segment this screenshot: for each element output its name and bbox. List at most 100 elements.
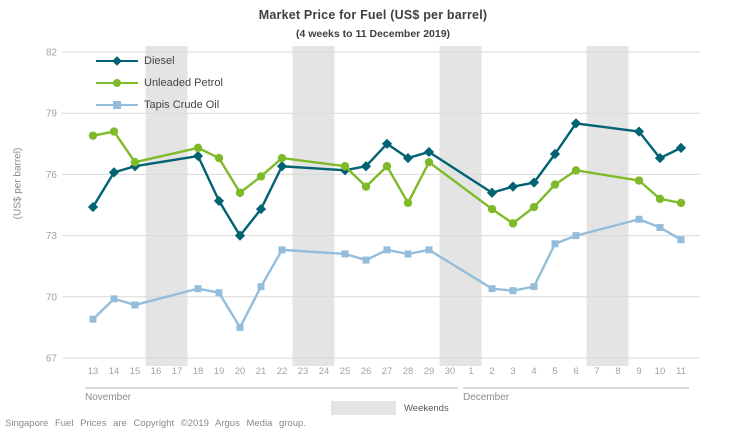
legend-item-unleaded-petrol: Unleaded Petrol — [96, 75, 223, 90]
x-tick-label: 27 — [382, 366, 393, 377]
x-tick-label: 13 — [88, 366, 99, 377]
chart-subtitle: (4 weeks to 11 December 2019) — [295, 28, 451, 40]
x-tick-label: 25 — [340, 366, 351, 377]
x-tick-label: 7 — [594, 366, 599, 377]
chart-title: Market Price for Fuel (US$ per barrel) — [258, 8, 488, 22]
data-point-unleaded-petrol — [109, 127, 119, 136]
data-point-unleaded-petrol — [382, 162, 392, 171]
data-point-unleaded-petrol — [424, 157, 434, 167]
weekend-band — [292, 46, 335, 366]
y-tick-label: 79 — [46, 109, 58, 120]
x-tick-label: 9 — [636, 366, 641, 377]
x-tick-label: 30 — [445, 366, 456, 377]
data-point-unleaded-petrol — [550, 180, 560, 189]
y-tick-label: 82 — [46, 48, 58, 59]
x-tick-label: 8 — [615, 366, 620, 377]
x-tick-label: 5 — [552, 366, 557, 377]
y-tick-label: 73 — [46, 231, 58, 242]
data-point-unleaded-petrol — [340, 162, 350, 171]
data-point-tapis-crude-oil — [89, 315, 97, 323]
data-point-tapis-crude-oil — [635, 215, 643, 223]
data-point-unleaded-petrol — [361, 182, 371, 191]
data-point-tapis-crude-oil — [341, 250, 349, 258]
data-point-diesel — [192, 150, 204, 162]
x-tick-label: 17 — [172, 366, 183, 377]
legend-label-tapis-crude-oil: Tapis Crude Oil — [144, 98, 220, 111]
series-legend: Diesel Unleaded Petrol Tapis Crude Oil — [96, 53, 223, 112]
data-point-tapis-crude-oil — [488, 285, 496, 293]
data-point-unleaded-petrol — [88, 131, 98, 140]
x-tick-label: 3 — [510, 366, 515, 377]
copyright-note: Singapore Fuel Prices are Copyright ©201… — [5, 418, 306, 429]
legend-item-tapis-crude-oil: Tapis Crude Oil — [96, 97, 223, 112]
data-point-diesel — [507, 181, 519, 192]
data-point-unleaded-petrol — [571, 166, 581, 175]
data-point-tapis-crude-oil — [131, 301, 139, 309]
x-tick-label: 18 — [193, 366, 204, 377]
weekend-legend: Weekends — [331, 401, 449, 415]
data-point-tapis-crude-oil — [572, 232, 580, 240]
data-point-unleaded-petrol — [193, 143, 203, 153]
data-point-diesel — [675, 142, 687, 153]
data-point-tapis-crude-oil — [656, 223, 664, 231]
legend-item-diesel: Diesel — [96, 53, 223, 68]
weekend-band — [145, 46, 188, 366]
data-point-tapis-crude-oil — [509, 287, 517, 295]
data-point-unleaded-petrol — [277, 153, 287, 163]
data-point-unleaded-petrol — [130, 157, 140, 167]
weekend-swatch-icon — [331, 401, 396, 415]
data-point-tapis-crude-oil — [677, 236, 685, 244]
x-tick-label: 21 — [256, 366, 267, 377]
x-tick-label: 2 — [489, 366, 494, 377]
data-point-unleaded-petrol — [529, 202, 539, 212]
x-tick-label: 29 — [424, 366, 435, 377]
data-point-tapis-crude-oil — [215, 289, 223, 297]
diesel-line-marker-icon — [96, 55, 138, 66]
data-point-diesel — [87, 201, 99, 213]
data-point-diesel — [234, 230, 246, 241]
data-point-unleaded-petrol — [655, 194, 665, 204]
x-tick-label: 24 — [319, 366, 330, 377]
x-tick-label: 28 — [403, 366, 414, 377]
data-point-tapis-crude-oil — [236, 323, 244, 331]
data-point-diesel — [108, 167, 120, 178]
y-tick-label: 76 — [46, 170, 58, 181]
data-point-unleaded-petrol — [235, 188, 245, 197]
month-label: November — [85, 392, 132, 403]
legend-label-unleaded-petrol: Unleaded Petrol — [144, 76, 223, 89]
data-point-unleaded-petrol — [487, 204, 497, 214]
data-point-unleaded-petrol — [403, 198, 413, 208]
data-point-unleaded-petrol — [508, 219, 518, 228]
data-point-tapis-crude-oil — [110, 295, 118, 303]
month-label: December — [463, 392, 510, 403]
x-tick-label: 22 — [277, 366, 288, 377]
tapis-line-marker-icon — [96, 100, 138, 110]
data-point-tapis-crude-oil — [551, 240, 559, 248]
x-tick-label: 1 — [468, 366, 473, 377]
data-point-diesel — [486, 187, 498, 198]
data-point-unleaded-petrol — [634, 176, 644, 185]
data-point-unleaded-petrol — [214, 153, 224, 163]
data-point-tapis-crude-oil — [278, 246, 286, 254]
data-point-tapis-crude-oil — [404, 250, 412, 258]
y-tick-label: 70 — [46, 292, 58, 303]
x-tick-label: 15 — [130, 366, 141, 377]
petrol-line-marker-icon — [96, 78, 138, 88]
data-point-tapis-crude-oil — [425, 246, 433, 254]
data-point-tapis-crude-oil — [383, 246, 391, 254]
x-tick-label: 10 — [655, 366, 666, 377]
x-tick-label: 19 — [214, 366, 225, 377]
data-point-tapis-crude-oil — [257, 283, 265, 291]
x-tick-label: 20 — [235, 366, 246, 377]
data-point-tapis-crude-oil — [194, 285, 202, 293]
data-point-unleaded-petrol — [256, 172, 266, 181]
data-point-diesel — [213, 195, 225, 207]
x-tick-label: 4 — [531, 366, 536, 377]
legend-label-diesel: Diesel — [144, 54, 175, 67]
y-tick-label: 67 — [46, 354, 58, 365]
data-point-tapis-crude-oil — [530, 283, 538, 291]
x-tick-label: 11 — [676, 366, 686, 377]
x-tick-label: 14 — [109, 366, 120, 377]
